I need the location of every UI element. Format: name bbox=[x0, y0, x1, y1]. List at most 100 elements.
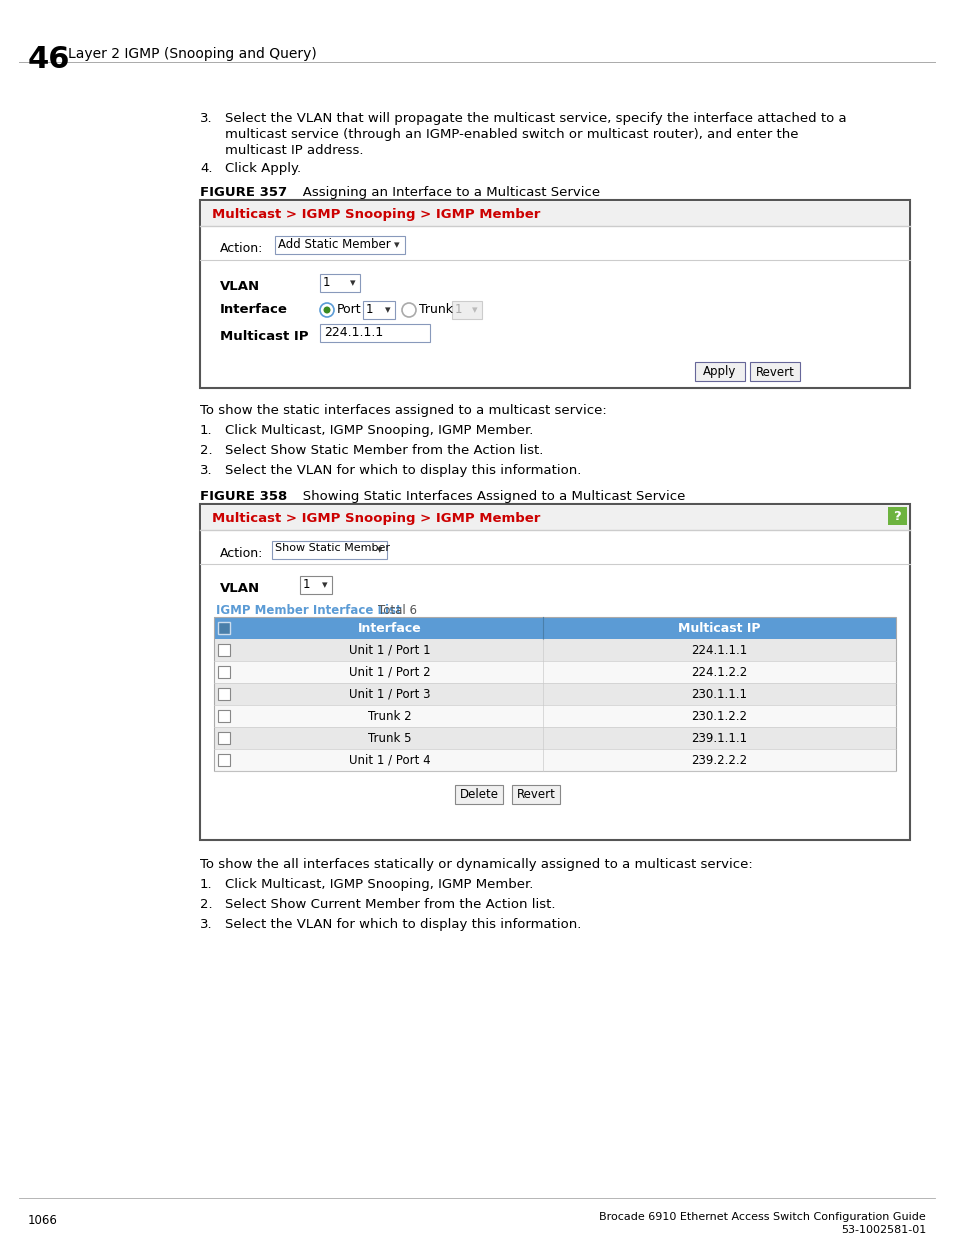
Bar bbox=[218, 710, 230, 722]
Text: 239.1.1.1: 239.1.1.1 bbox=[691, 731, 747, 745]
Text: Delete: Delete bbox=[459, 788, 498, 802]
Text: 2.: 2. bbox=[200, 898, 213, 911]
Text: ▾: ▾ bbox=[377, 545, 382, 555]
Bar bbox=[213, 618, 895, 638]
Text: Trunk: Trunk bbox=[418, 303, 453, 316]
Text: FIGURE 358: FIGURE 358 bbox=[200, 490, 287, 503]
Text: Select Show Static Member from the Action list.: Select Show Static Member from the Actio… bbox=[225, 445, 543, 457]
Text: 2.: 2. bbox=[200, 445, 213, 457]
Text: 1: 1 bbox=[323, 275, 330, 289]
Text: Action:: Action: bbox=[220, 547, 263, 559]
Text: 224.1.1.1: 224.1.1.1 bbox=[691, 643, 747, 657]
Bar bbox=[299, 576, 332, 594]
Text: Add Static Member: Add Static Member bbox=[277, 238, 391, 251]
Bar bbox=[218, 755, 230, 766]
Bar bbox=[218, 666, 230, 678]
Bar bbox=[455, 785, 502, 804]
Text: ▾: ▾ bbox=[385, 305, 391, 315]
Text: VLAN: VLAN bbox=[220, 280, 260, 293]
Text: multicast IP address.: multicast IP address. bbox=[225, 144, 363, 157]
Text: Select Show Current Member from the Action list.: Select Show Current Member from the Acti… bbox=[225, 898, 555, 911]
Text: Click Multicast, IGMP Snooping, IGMP Member.: Click Multicast, IGMP Snooping, IGMP Mem… bbox=[225, 424, 533, 437]
Bar bbox=[319, 274, 359, 291]
Text: Select the VLAN for which to display this information.: Select the VLAN for which to display thi… bbox=[225, 464, 580, 477]
Text: 3.: 3. bbox=[200, 464, 213, 477]
Bar bbox=[887, 508, 906, 525]
Text: IGMP Member Interface List: IGMP Member Interface List bbox=[215, 604, 401, 618]
Text: 1066: 1066 bbox=[28, 1214, 58, 1228]
Text: Trunk 5: Trunk 5 bbox=[367, 731, 411, 745]
Text: Click Multicast, IGMP Snooping, IGMP Member.: Click Multicast, IGMP Snooping, IGMP Mem… bbox=[225, 878, 533, 890]
Text: 3.: 3. bbox=[200, 112, 213, 125]
Text: Click Apply.: Click Apply. bbox=[225, 162, 301, 175]
Bar bbox=[218, 622, 230, 634]
Text: 224.1.2.2: 224.1.2.2 bbox=[691, 666, 747, 678]
Text: VLAN: VLAN bbox=[220, 582, 260, 595]
Text: Unit 1 / Port 1: Unit 1 / Port 1 bbox=[348, 643, 430, 657]
Bar bbox=[452, 301, 481, 319]
Text: Assigning an Interface to a Multicast Service: Assigning an Interface to a Multicast Se… bbox=[290, 186, 599, 199]
Text: ▾: ▾ bbox=[350, 278, 355, 288]
Text: Layer 2 IGMP (Snooping and Query): Layer 2 IGMP (Snooping and Query) bbox=[68, 47, 316, 61]
Text: Action:: Action: bbox=[220, 242, 263, 254]
Text: ▾: ▾ bbox=[472, 305, 477, 315]
Bar bbox=[695, 362, 744, 382]
Text: Trunk 2: Trunk 2 bbox=[367, 709, 411, 722]
Bar bbox=[749, 362, 800, 382]
Bar bbox=[218, 688, 230, 700]
Text: FIGURE 357: FIGURE 357 bbox=[200, 186, 287, 199]
Bar bbox=[201, 201, 908, 226]
Text: 224.1.1.1: 224.1.1.1 bbox=[324, 326, 383, 338]
Bar bbox=[512, 785, 559, 804]
Text: Port: Port bbox=[336, 303, 361, 316]
Bar bbox=[213, 638, 895, 661]
Text: Brocade 6910 Ethernet Access Switch Configuration Guide: Brocade 6910 Ethernet Access Switch Conf… bbox=[598, 1212, 925, 1221]
Text: 1: 1 bbox=[366, 303, 374, 316]
Bar bbox=[218, 643, 230, 656]
Text: 1: 1 bbox=[455, 303, 462, 316]
Text: Revert: Revert bbox=[516, 788, 555, 802]
Text: Interface: Interface bbox=[357, 621, 421, 635]
Text: To show the all interfaces statically or dynamically assigned to a multicast ser: To show the all interfaces statically or… bbox=[200, 858, 752, 871]
Text: 3.: 3. bbox=[200, 918, 213, 931]
Text: 1.: 1. bbox=[200, 424, 213, 437]
Text: 46: 46 bbox=[28, 44, 71, 74]
Text: To show the static interfaces assigned to a multicast service:: To show the static interfaces assigned t… bbox=[200, 404, 606, 417]
Text: Multicast IP: Multicast IP bbox=[678, 621, 760, 635]
Text: Apply: Apply bbox=[702, 366, 736, 378]
Bar bbox=[213, 618, 895, 771]
Text: 1.: 1. bbox=[200, 878, 213, 890]
Bar bbox=[200, 200, 909, 388]
Bar bbox=[213, 683, 895, 705]
Text: ?: ? bbox=[892, 510, 900, 522]
Text: Total 6: Total 6 bbox=[377, 604, 416, 618]
Text: 239.2.2.2: 239.2.2.2 bbox=[691, 753, 747, 767]
Text: 53-1002581-01: 53-1002581-01 bbox=[840, 1225, 925, 1235]
Text: Select the VLAN for which to display this information.: Select the VLAN for which to display thi… bbox=[225, 918, 580, 931]
Text: 4.: 4. bbox=[200, 162, 213, 175]
Bar bbox=[274, 236, 405, 254]
Text: 230.1.2.2: 230.1.2.2 bbox=[691, 709, 746, 722]
Text: Multicast IP: Multicast IP bbox=[220, 330, 308, 343]
Bar bbox=[319, 324, 430, 342]
Bar bbox=[218, 732, 230, 743]
Text: multicast service (through an IGMP-enabled switch or multicast router), and ente: multicast service (through an IGMP-enabl… bbox=[225, 128, 798, 141]
Circle shape bbox=[323, 306, 330, 314]
Bar bbox=[200, 504, 909, 840]
Text: Show Static Member: Show Static Member bbox=[274, 543, 390, 553]
Text: Interface: Interface bbox=[220, 303, 288, 316]
Text: Revert: Revert bbox=[755, 366, 794, 378]
Bar bbox=[363, 301, 395, 319]
Text: 230.1.1.1: 230.1.1.1 bbox=[691, 688, 746, 700]
Text: Unit 1 / Port 2: Unit 1 / Port 2 bbox=[348, 666, 430, 678]
Text: 1: 1 bbox=[303, 578, 310, 592]
Text: ▾: ▾ bbox=[394, 240, 399, 249]
Text: Unit 1 / Port 4: Unit 1 / Port 4 bbox=[348, 753, 430, 767]
Bar bbox=[213, 748, 895, 771]
Bar bbox=[201, 505, 908, 530]
Bar bbox=[272, 541, 387, 559]
Text: Select the VLAN that will propagate the multicast service, specify the interface: Select the VLAN that will propagate the … bbox=[225, 112, 845, 125]
Bar bbox=[213, 661, 895, 683]
Text: ▾: ▾ bbox=[322, 580, 328, 590]
Bar bbox=[213, 705, 895, 727]
